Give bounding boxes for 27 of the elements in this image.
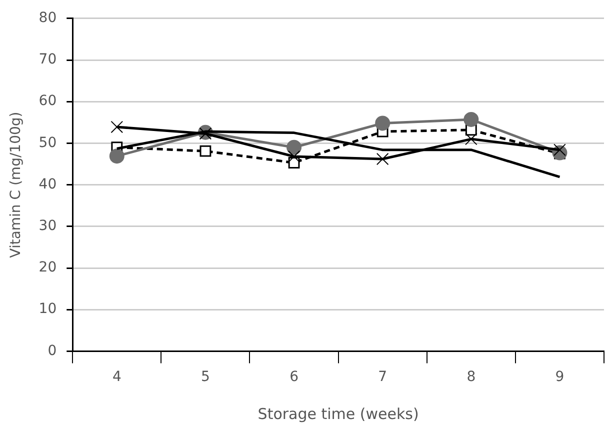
x-tick-label: 8: [466, 369, 476, 386]
y-tick-label: 80: [38, 10, 57, 26]
point: [110, 120, 124, 134]
x-tick-label: 9: [555, 369, 564, 386]
y-tick-label: 30: [38, 218, 57, 234]
y-axis-title: Vitamin C (mg/100g): [8, 112, 24, 258]
x-tick-label: 6: [290, 369, 299, 386]
x-tick-label: 7: [378, 369, 388, 386]
point: [464, 112, 479, 127]
point: [200, 145, 212, 157]
point: [286, 140, 302, 155]
point: [554, 144, 566, 156]
y-tick-label: 60: [38, 93, 57, 110]
y-tick-label: 50: [38, 134, 57, 151]
point: [109, 148, 124, 164]
point: [375, 116, 390, 131]
x-axis-title: Storage time (weeks): [258, 404, 419, 423]
y-tick-label: 10: [38, 301, 57, 318]
x-tick-label: 4: [112, 369, 122, 386]
point: [376, 152, 389, 166]
y-tick-label: 70: [38, 52, 57, 68]
point: [288, 150, 300, 163]
y-tick-label: 0: [48, 342, 57, 359]
x-tick-label: 5: [201, 369, 210, 386]
y-tick-label: 20: [38, 260, 57, 276]
y-tick-label: 40: [38, 176, 57, 192]
point: [464, 132, 478, 146]
